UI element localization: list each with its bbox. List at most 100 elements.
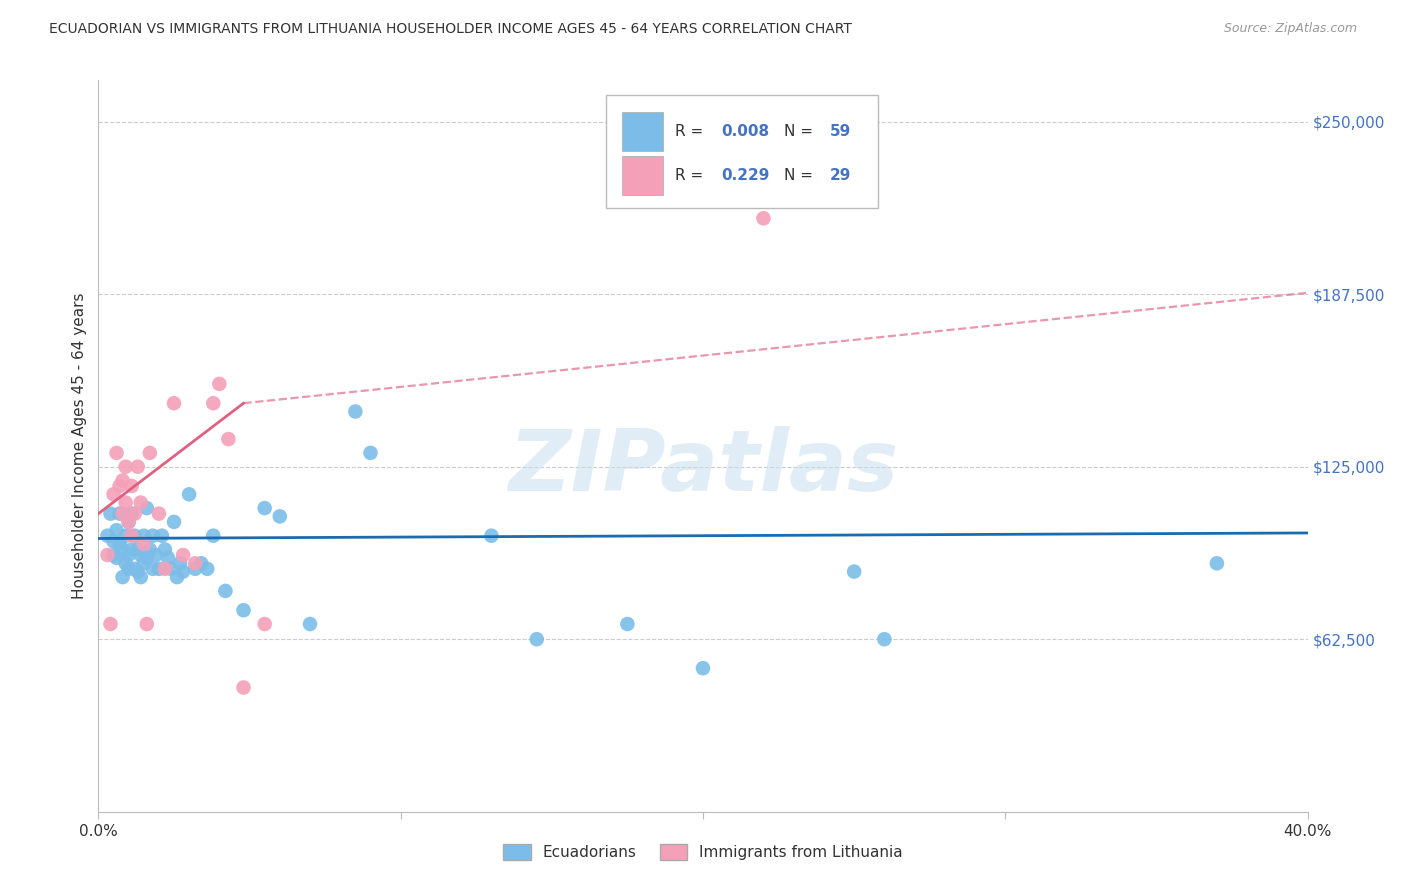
Point: [118, 548, 141, 562]
Point: [166, 570, 188, 584]
Point: [148, 562, 170, 576]
Point: [253, 617, 276, 632]
Text: N =: N =: [785, 168, 818, 183]
Point: [148, 507, 170, 521]
Point: [108, 507, 131, 521]
Point: [163, 396, 186, 410]
Point: [100, 617, 122, 632]
Point: [344, 404, 367, 418]
Y-axis label: Householder Income Ages 45 - 64 years: Householder Income Ages 45 - 64 years: [72, 293, 87, 599]
Point: [121, 507, 143, 521]
Point: [232, 603, 254, 617]
Point: [153, 542, 176, 557]
Point: [232, 681, 254, 695]
Point: [118, 562, 141, 576]
Point: [179, 487, 201, 501]
Point: [202, 529, 225, 543]
Point: [752, 211, 775, 226]
Point: [108, 479, 131, 493]
Point: [124, 562, 146, 576]
Text: ZIPatlas: ZIPatlas: [508, 426, 898, 509]
Point: [118, 515, 141, 529]
Point: [163, 515, 186, 529]
Point: [103, 534, 125, 549]
Point: [127, 459, 149, 474]
Point: [135, 550, 157, 565]
Point: [269, 509, 291, 524]
Point: [114, 495, 136, 509]
Point: [360, 446, 382, 460]
Point: [1206, 557, 1229, 571]
Point: [844, 565, 866, 579]
Point: [184, 557, 207, 571]
Point: [142, 562, 165, 576]
Point: [184, 562, 207, 576]
Point: [217, 432, 239, 446]
Point: [114, 557, 136, 571]
FancyBboxPatch shape: [606, 95, 879, 209]
Point: [100, 507, 122, 521]
Point: [526, 632, 548, 647]
Point: [156, 550, 179, 565]
FancyBboxPatch shape: [621, 112, 664, 152]
Text: R =: R =: [675, 168, 709, 183]
Point: [208, 376, 231, 391]
Point: [172, 565, 194, 579]
Point: [135, 501, 157, 516]
FancyBboxPatch shape: [621, 155, 664, 195]
Point: [132, 529, 155, 543]
Legend: Ecuadorians, Immigrants from Lithuania: Ecuadorians, Immigrants from Lithuania: [496, 838, 910, 866]
Point: [692, 661, 714, 675]
Point: [108, 537, 131, 551]
Point: [481, 529, 503, 543]
Point: [114, 529, 136, 543]
Point: [214, 583, 236, 598]
Point: [127, 565, 149, 579]
Point: [103, 487, 125, 501]
Point: [129, 570, 152, 584]
Point: [190, 557, 212, 571]
Point: [132, 557, 155, 571]
Point: [873, 632, 896, 647]
Point: [160, 562, 183, 576]
Point: [121, 479, 143, 493]
Point: [103, 548, 125, 562]
Text: R =: R =: [675, 124, 709, 139]
Point: [172, 548, 194, 562]
Point: [129, 548, 152, 562]
Point: [202, 396, 225, 410]
Point: [129, 495, 152, 509]
Text: N =: N =: [785, 124, 818, 139]
Point: [253, 501, 276, 516]
Point: [139, 542, 162, 557]
Point: [195, 562, 218, 576]
Point: [121, 529, 143, 543]
Text: 0.008: 0.008: [721, 124, 769, 139]
Point: [105, 523, 128, 537]
Point: [169, 557, 191, 571]
Point: [121, 542, 143, 557]
Point: [124, 507, 146, 521]
Point: [118, 515, 141, 529]
Point: [105, 550, 128, 565]
Point: [111, 507, 134, 521]
Text: 59: 59: [830, 124, 851, 139]
Point: [142, 529, 165, 543]
Point: [111, 542, 134, 557]
Point: [150, 529, 173, 543]
Text: 0.229: 0.229: [721, 168, 769, 183]
Text: Source: ZipAtlas.com: Source: ZipAtlas.com: [1223, 22, 1357, 36]
Point: [132, 537, 155, 551]
Point: [139, 446, 162, 460]
Point: [127, 542, 149, 557]
Point: [111, 570, 134, 584]
Point: [299, 617, 322, 632]
Point: [114, 459, 136, 474]
Point: [145, 548, 167, 562]
Point: [96, 548, 118, 562]
Point: [135, 617, 157, 632]
Text: ECUADORIAN VS IMMIGRANTS FROM LITHUANIA HOUSEHOLDER INCOME AGES 45 - 64 YEARS CO: ECUADORIAN VS IMMIGRANTS FROM LITHUANIA …: [49, 22, 852, 37]
Point: [105, 446, 128, 460]
Point: [153, 562, 176, 576]
Point: [124, 529, 146, 543]
